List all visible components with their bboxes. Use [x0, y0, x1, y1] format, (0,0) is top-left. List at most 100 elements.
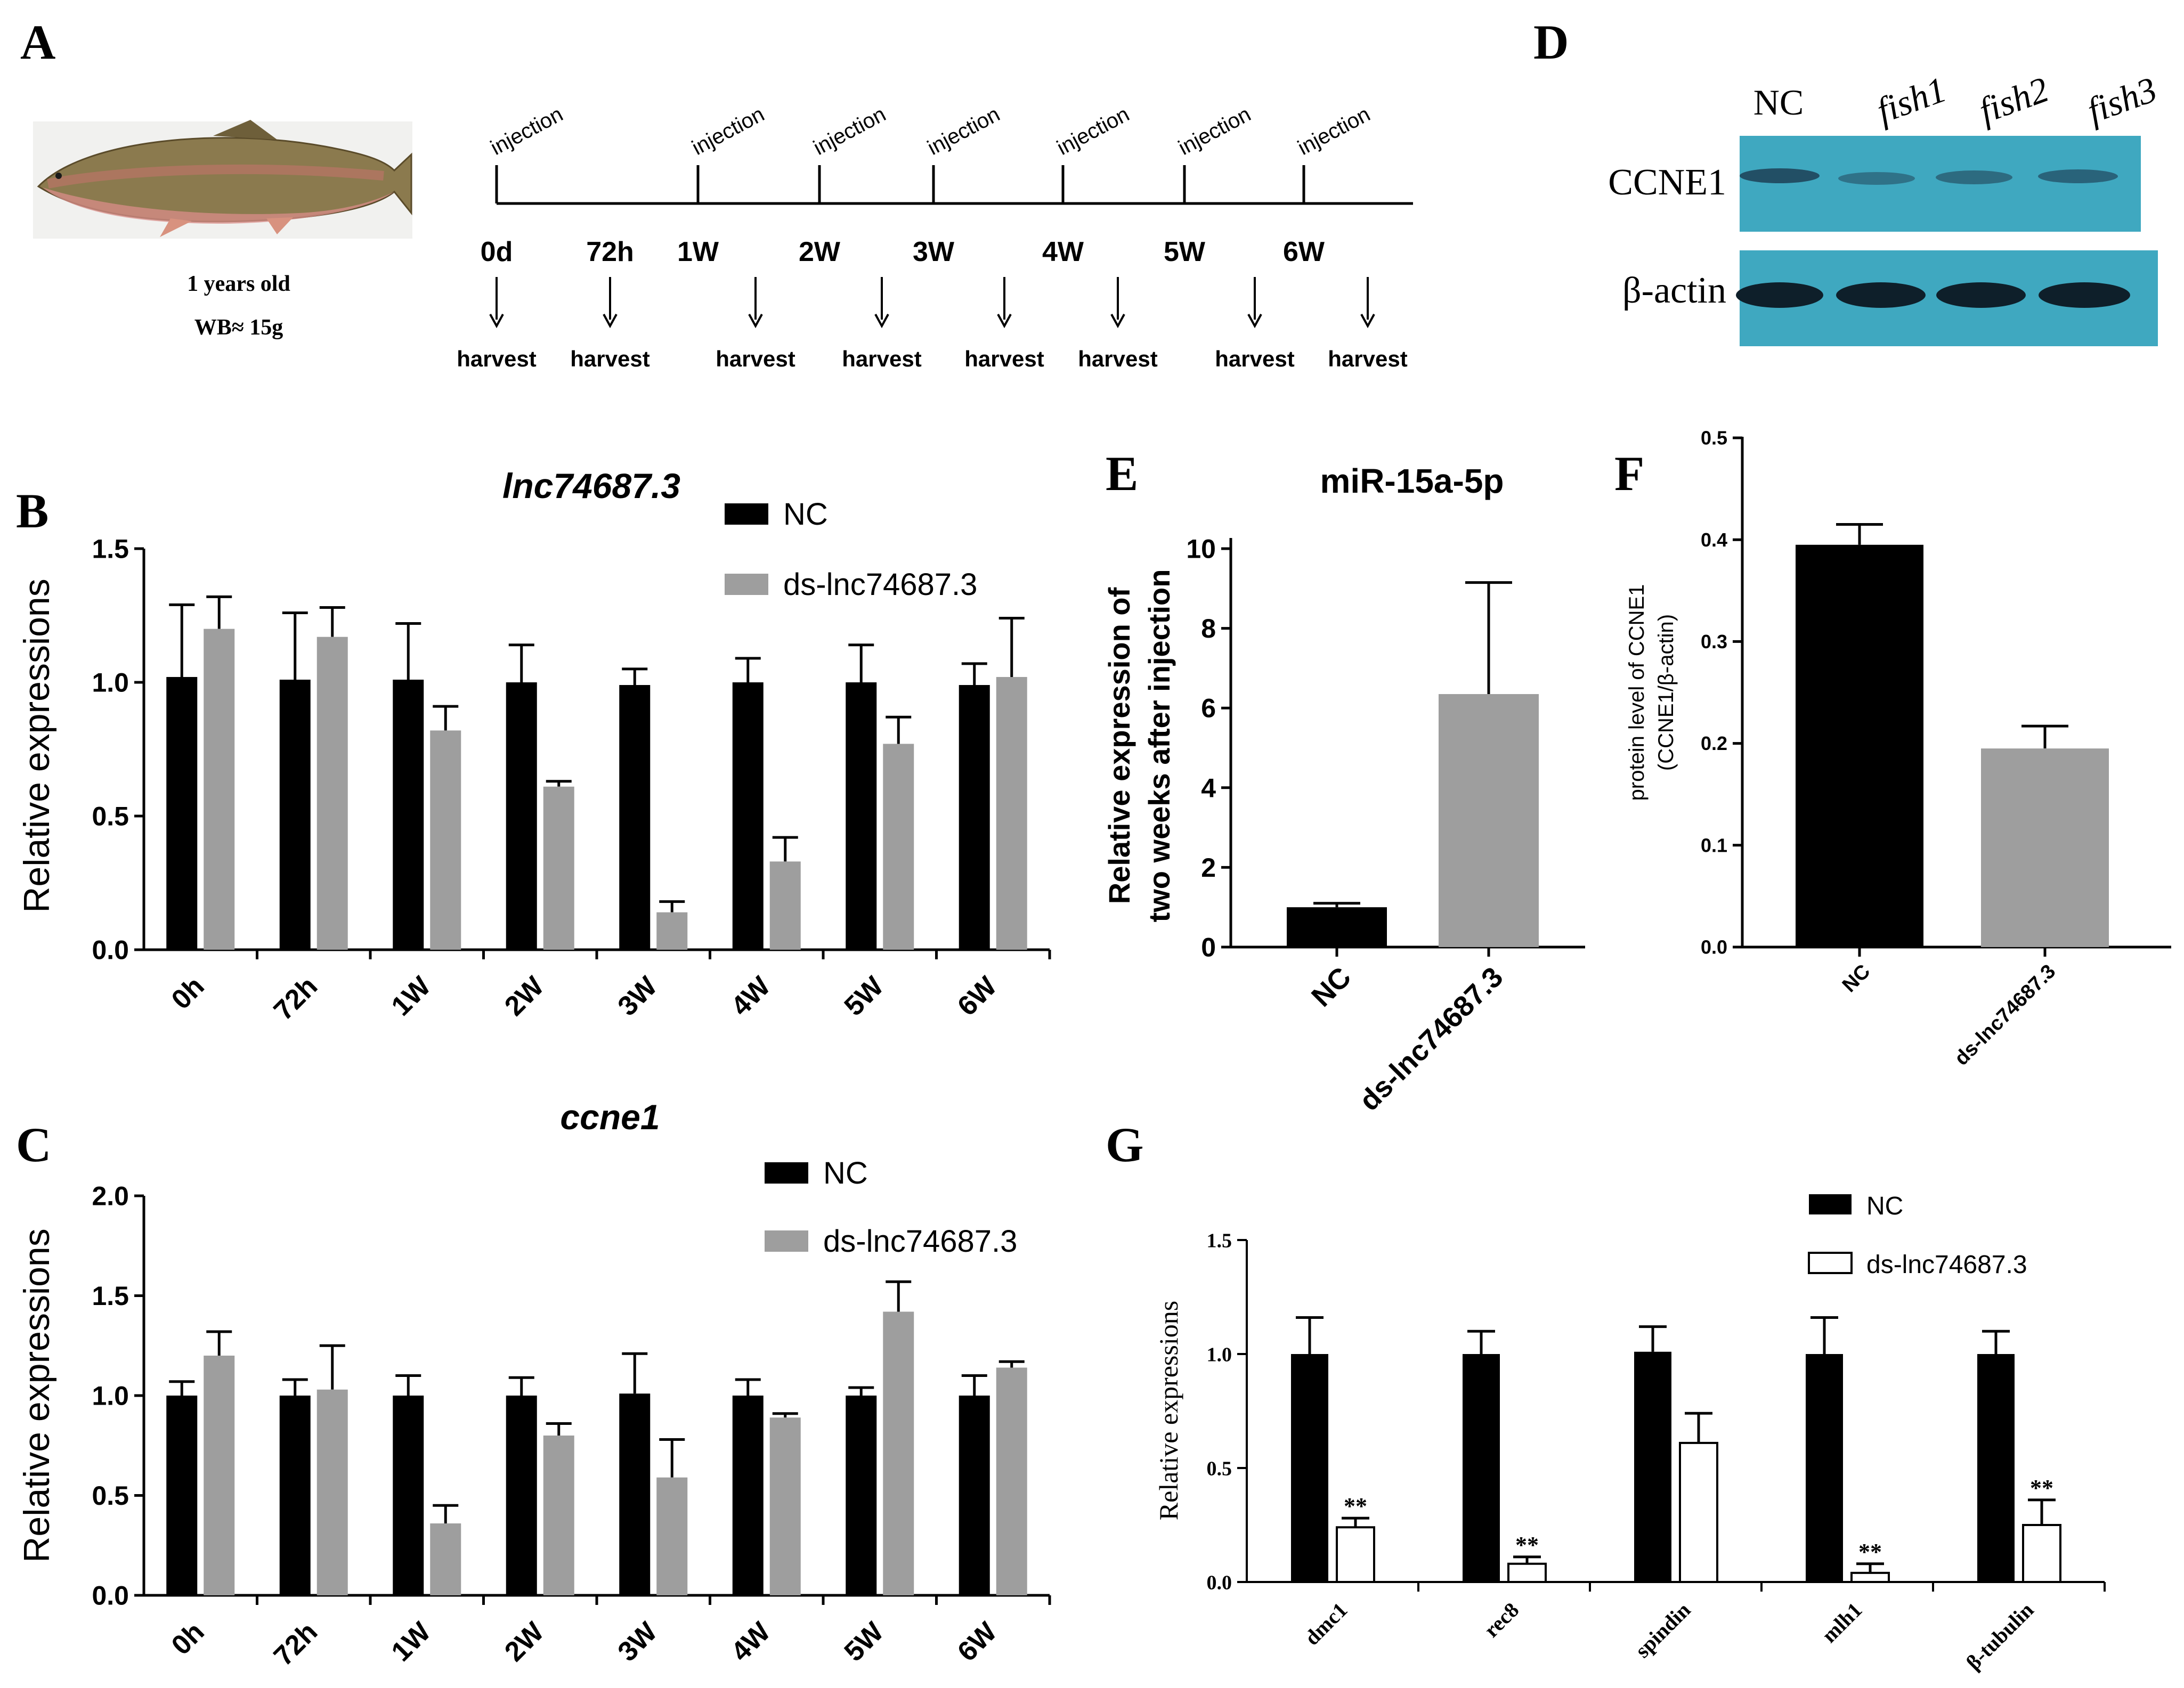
- bar-ds-lnc74687: [1981, 748, 2109, 947]
- legend-label: ds-lnc74687.3: [823, 1224, 1017, 1259]
- y-tick-label: 0.5: [1207, 1457, 1232, 1480]
- bar-nc: [1463, 1354, 1500, 1582]
- bar-nc: [279, 1396, 311, 1595]
- y-tick-label: 2.0: [92, 1181, 129, 1211]
- bar-nc: [1291, 1354, 1328, 1582]
- harvest-label: harvest: [842, 346, 921, 371]
- harvest-arrow-head: [874, 314, 889, 329]
- legend-swatch: [725, 503, 768, 525]
- harvest-arrow-head: [748, 314, 763, 329]
- x-category-label: rec8: [1479, 1598, 1523, 1642]
- y-tick-label: 0: [1201, 933, 1216, 963]
- y-tick-label: 10: [1186, 534, 1216, 564]
- x-category-label: NC: [1838, 960, 1875, 997]
- legend-label: NC: [823, 1156, 868, 1190]
- legend-label: ds-lnc74687.3: [1866, 1251, 2027, 1279]
- blot-row-ccne1: CCNE1: [1608, 162, 1726, 203]
- y-tick-label: 0.4: [1701, 529, 1727, 551]
- bar-ds-lnc74687: [1439, 694, 1539, 947]
- injection-label: injection: [688, 102, 768, 160]
- x-category-label: 4W: [725, 971, 777, 1022]
- chart-c-ccne1: 0.0 0.5 1.0 1.5 2.0 0h 72h 1W 2W 3W 4W 5W 6W Relative…: [17, 1097, 1051, 1672]
- y-axis-label-line1: Relative expression of: [1102, 587, 1136, 904]
- blot-beta-actin: [1736, 250, 2158, 346]
- panel-a: A 1 years old WB≈ 15g injection injection…: [20, 15, 1413, 371]
- blot-lane-fish1: fish1: [1871, 69, 1951, 131]
- injection-label: injection: [924, 102, 1004, 160]
- y-tick-label: 0.0: [92, 1581, 129, 1611]
- bar-ds-lnc74687: [996, 676, 1027, 950]
- harvest-arrow-head: [489, 314, 504, 329]
- trout-image: [33, 120, 412, 239]
- bar-nc: [393, 679, 424, 950]
- bar-nc: [166, 676, 198, 950]
- x-category-label: 72h: [268, 971, 323, 1026]
- x-category-label: 72h: [268, 1616, 323, 1671]
- injection-label: injection: [487, 102, 567, 160]
- harvest-arrow-head: [997, 314, 1012, 329]
- legend-label: ds-lnc74687.3: [783, 567, 977, 602]
- blot-row-beta-actin: β-actin: [1622, 270, 1726, 311]
- legend-swatch: [1808, 1252, 1853, 1274]
- time-label: 0d: [481, 237, 513, 267]
- blot-ccne1: [1740, 136, 2141, 232]
- harvest-arrow-head: [1110, 314, 1125, 329]
- panel-letter-c: C: [16, 1118, 51, 1172]
- y-tick-label: 4: [1201, 773, 1216, 803]
- x-category-label: 2W: [499, 971, 550, 1022]
- harvest-arrow-head: [1360, 314, 1375, 329]
- x-category-label: 3W: [612, 971, 664, 1022]
- bar-ds-lnc74687: [1850, 1571, 1890, 1583]
- bar-ds-lnc74687: [1507, 1562, 1547, 1584]
- bar-nc: [506, 682, 537, 950]
- bar-ds-lnc74687: [883, 1311, 914, 1595]
- legend-label: NC: [1866, 1192, 1903, 1220]
- y-tick-label: 0.1: [1701, 834, 1727, 856]
- bar-ds-lnc74687: [2022, 1524, 2061, 1583]
- bar-ds-lnc74687: [543, 786, 574, 950]
- harvest-label: harvest: [570, 346, 649, 371]
- bar-nc: [506, 1396, 537, 1595]
- y-axis-label: Relative expressions: [17, 1228, 57, 1562]
- bar-nc: [1287, 907, 1387, 947]
- injection-timeline: injection injection injection injection inje…: [457, 102, 1413, 371]
- bar-ds-lnc74687: [656, 912, 688, 950]
- fish-weight-caption: WB≈ 15g: [194, 315, 283, 340]
- bar-nc: [846, 1396, 877, 1595]
- y-tick-label: 1.0: [92, 668, 129, 698]
- legend-swatch: [765, 1230, 808, 1252]
- x-category-label: 1W: [386, 971, 437, 1022]
- panel-d: D NC fish1 fish2 fish3 CCNE1 β-actin: [1533, 15, 2162, 346]
- y-tick-label: 1.0: [1207, 1343, 1232, 1366]
- injection-label: injection: [1294, 102, 1374, 160]
- y-tick-label: 0.5: [1701, 427, 1727, 449]
- x-category-label: 1W: [386, 1616, 437, 1668]
- time-label: 3W: [913, 237, 955, 267]
- x-category-label: mlh1: [1817, 1598, 1866, 1648]
- time-label: 2W: [799, 237, 841, 267]
- y-tick-label: 6: [1201, 694, 1216, 723]
- bar-nc: [732, 682, 764, 950]
- bar-nc: [619, 1393, 651, 1595]
- time-label: 6W: [1283, 237, 1325, 267]
- time-label: 72h: [586, 237, 634, 267]
- y-tick-label: 1.5: [92, 534, 129, 564]
- bar-nc: [619, 685, 651, 950]
- harvest-label: harvest: [1215, 346, 1294, 371]
- y-axis-label-line1: protein level of CCNE1: [1625, 584, 1649, 801]
- y-tick-label: 1.0: [92, 1381, 129, 1411]
- bar-nc: [166, 1396, 198, 1595]
- panel-letter-f: F: [1614, 446, 1644, 501]
- y-tick-label: 1.5: [92, 1281, 129, 1311]
- panel-letter-e: E: [1106, 446, 1138, 501]
- bar-ds-lnc74687: [204, 629, 235, 950]
- y-tick-label: 0.5: [92, 802, 129, 831]
- time-label: 5W: [1164, 237, 1206, 267]
- y-axis-label-line2: (CCNE1/β-actin): [1654, 614, 1678, 771]
- bar-nc: [846, 682, 877, 950]
- y-axis-label-line2: two weeks after injection: [1142, 569, 1176, 923]
- bar-ds-lnc74687: [656, 1477, 688, 1595]
- injection-label: injection: [810, 102, 890, 160]
- y-axis-label: Relative expressions: [1154, 1301, 1183, 1520]
